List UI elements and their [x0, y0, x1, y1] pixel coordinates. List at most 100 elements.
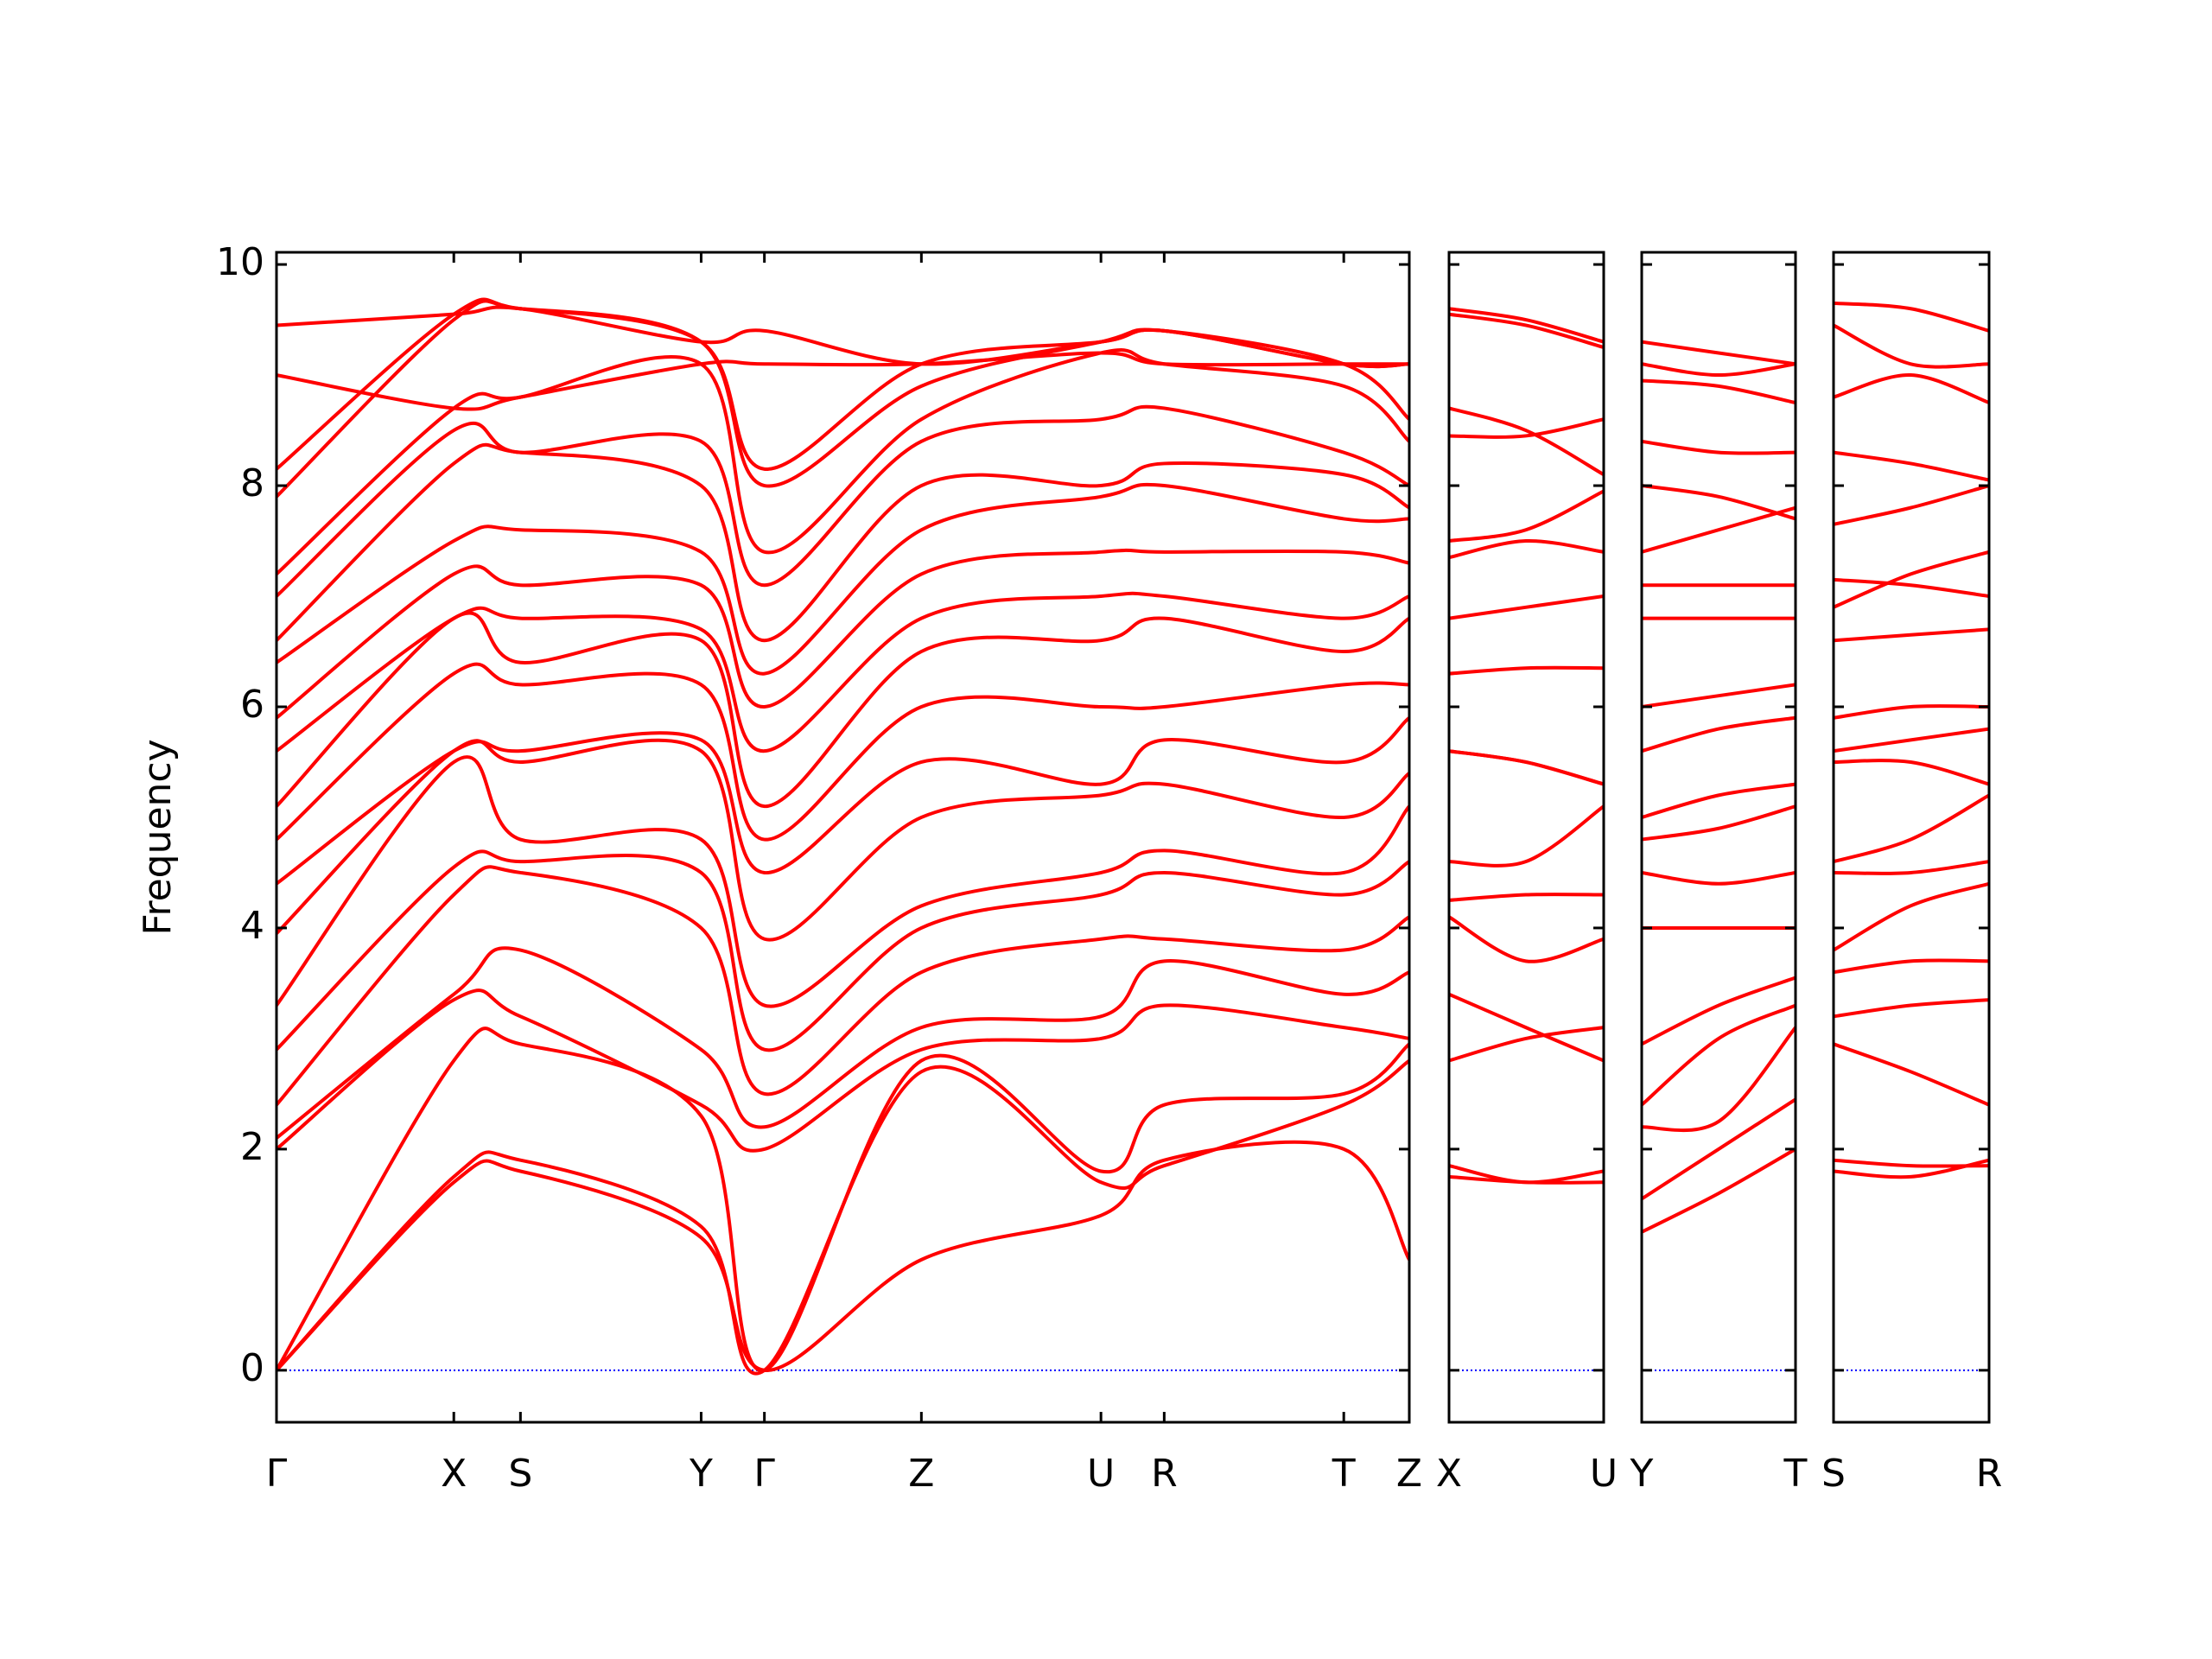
band-line — [1642, 976, 1796, 1046]
x-tick-label: Γ — [266, 1452, 288, 1496]
band-line — [276, 1058, 1409, 1376]
band-line — [1449, 749, 1604, 786]
frame — [1447, 251, 1605, 1424]
y-axis-label: Frequency — [136, 739, 180, 935]
x-tick-label: X — [441, 1452, 467, 1496]
band-line — [276, 1140, 1409, 1372]
x-tick-label: T — [1332, 1452, 1356, 1496]
band-line — [1449, 307, 1604, 344]
x-tick-label: Y — [689, 1452, 713, 1496]
x-tick-label: R — [1976, 1452, 2003, 1496]
y-tick-label: 2 — [240, 1125, 264, 1169]
band-line — [1642, 340, 1796, 366]
band-line — [1449, 1174, 1604, 1185]
y-tick-label: 6 — [240, 683, 264, 727]
band-line — [1449, 992, 1604, 1063]
x-tick-label: Y — [1630, 1452, 1654, 1496]
band-line — [1642, 1026, 1796, 1133]
band-line — [1449, 804, 1604, 868]
band-line — [1449, 915, 1604, 963]
x-tick-label: Γ — [753, 1452, 775, 1496]
band-line — [1642, 782, 1796, 819]
band-line — [1642, 378, 1796, 405]
band-line — [1642, 439, 1796, 455]
band-line — [276, 299, 1409, 499]
band-line — [1834, 998, 1989, 1019]
band-line — [1834, 704, 1989, 720]
band-line — [1834, 727, 1989, 753]
band-line — [1834, 577, 1989, 598]
band-line — [1642, 804, 1796, 842]
band-line — [1449, 1026, 1604, 1063]
x-tick-label: T — [1783, 1452, 1808, 1496]
y-tick-label: 10 — [216, 240, 264, 284]
band-line — [1642, 484, 1796, 521]
band-line — [1449, 417, 1604, 439]
band-line — [1642, 505, 1796, 554]
band-line — [1834, 323, 1989, 369]
y-tick-label: 0 — [240, 1346, 264, 1390]
x-tick-label: U — [1087, 1452, 1115, 1496]
band-line — [276, 404, 1409, 598]
band-line — [1834, 759, 1989, 786]
frame — [1640, 251, 1797, 1424]
band-line — [276, 591, 1409, 753]
plot-area — [1642, 340, 1796, 1234]
band-line — [1449, 893, 1604, 902]
band-line — [276, 442, 1409, 643]
band-line — [1642, 715, 1796, 753]
x-tick-label: S — [508, 1452, 532, 1496]
band-line — [1449, 749, 1604, 786]
band-line — [1642, 870, 1796, 886]
band-line — [1449, 594, 1604, 620]
band-line — [1449, 665, 1604, 676]
band-line — [276, 662, 1409, 842]
band-line — [1834, 881, 1989, 952]
band-line — [1834, 373, 1989, 404]
band-line — [276, 988, 1409, 1153]
band-line — [1449, 406, 1604, 476]
band-line — [1642, 683, 1796, 709]
band-line — [1449, 489, 1604, 543]
band-line — [1642, 1003, 1796, 1107]
band-line — [276, 548, 1409, 720]
band-line — [1642, 1147, 1796, 1234]
band-line — [1834, 1042, 1989, 1107]
band-line — [276, 1027, 1409, 1372]
x-tick-label: R — [1151, 1452, 1178, 1496]
frame — [1832, 251, 1991, 1424]
band-line — [276, 482, 1409, 676]
band-line — [276, 611, 1409, 809]
band-line — [1642, 1097, 1796, 1201]
band-line — [276, 946, 1409, 1140]
x-tick-label: U — [1590, 1452, 1618, 1496]
band-line — [1449, 539, 1604, 560]
band-line — [1834, 550, 1989, 609]
band-line — [1834, 301, 1989, 333]
x-tick-label: S — [1821, 1452, 1846, 1496]
band-line — [276, 849, 1409, 1052]
band-line — [1834, 484, 1989, 526]
band-line — [1449, 312, 1604, 349]
band-line — [276, 716, 1409, 886]
band-line — [1834, 450, 1989, 482]
plot-area — [1834, 301, 1989, 1179]
band-line — [276, 755, 1409, 1008]
band-line — [276, 348, 1409, 575]
band-line — [276, 305, 1409, 369]
frame — [275, 251, 1411, 1424]
band-line — [276, 351, 1409, 411]
y-tick-label: 8 — [240, 461, 264, 505]
band-line — [1834, 1158, 1989, 1168]
band-line — [1834, 860, 1989, 875]
y-tick-label: 4 — [240, 904, 264, 948]
band-line — [1834, 627, 1989, 643]
band-line — [1834, 958, 1989, 975]
x-tick-label: X — [1436, 1452, 1462, 1496]
band-line — [1642, 362, 1796, 378]
band-line — [276, 865, 1409, 1106]
plot-area — [276, 297, 1409, 1376]
band-line — [1834, 793, 1989, 864]
x-tick-label: Z — [1396, 1452, 1422, 1496]
